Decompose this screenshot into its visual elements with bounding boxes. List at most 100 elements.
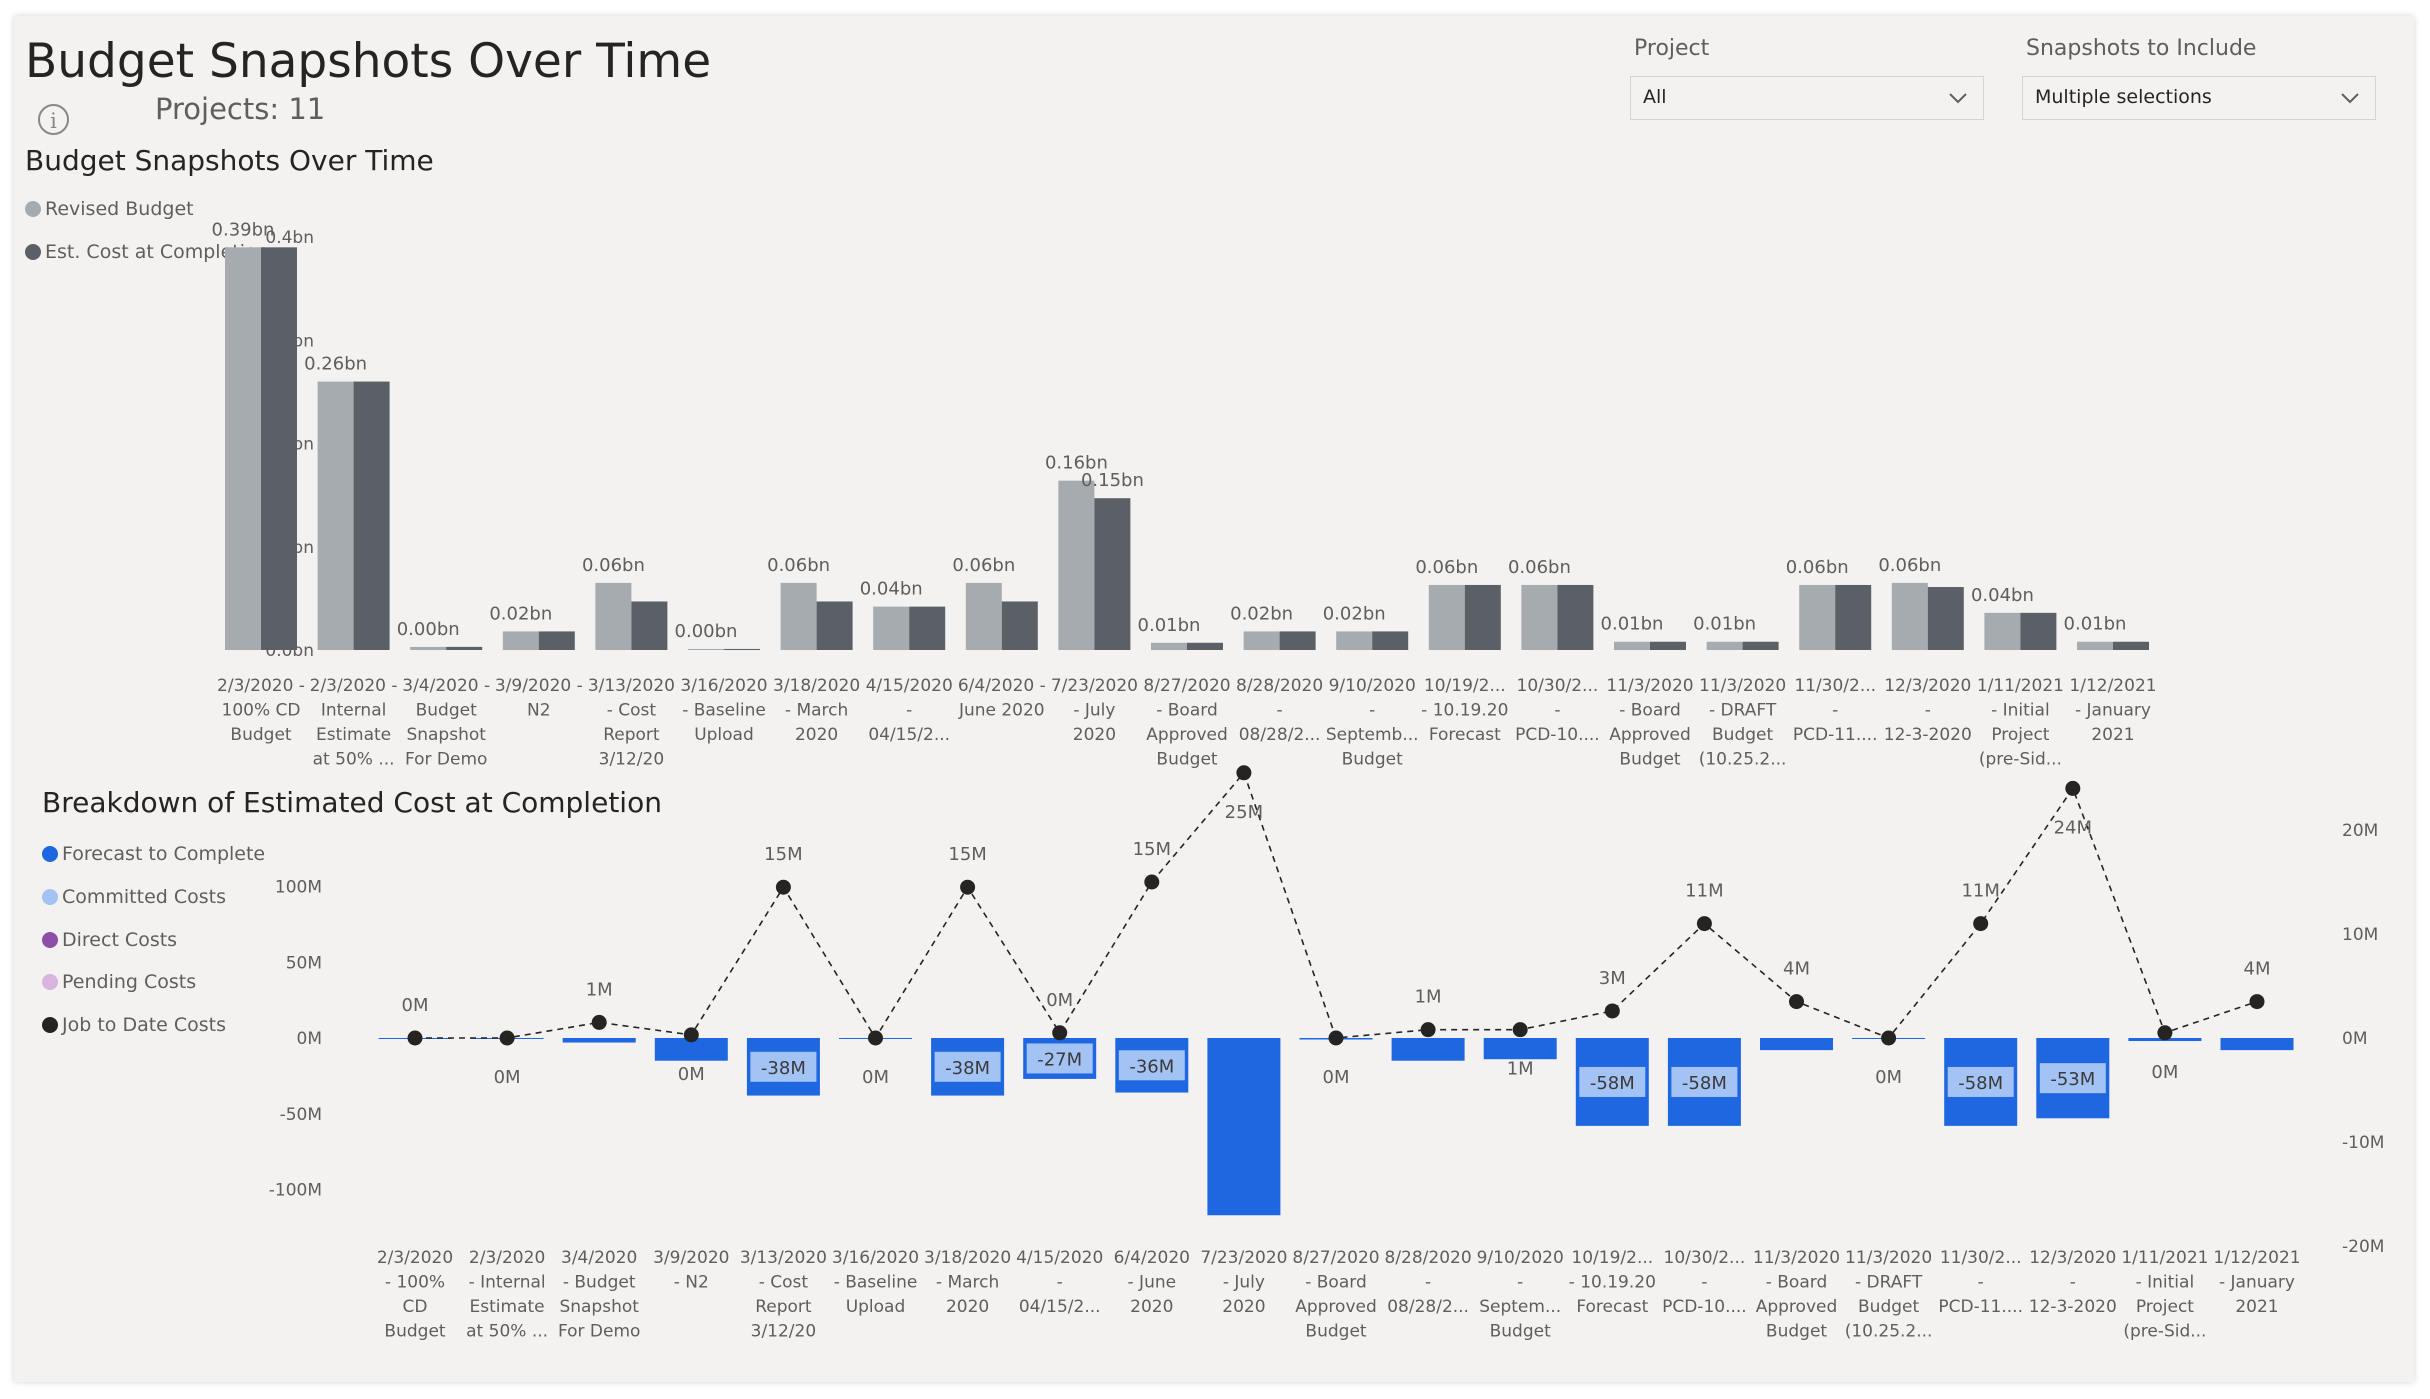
x-tick-label: 2020 [1130, 1297, 1173, 1317]
point-job-to-date [2249, 994, 2265, 1010]
x-tick-label: PCD-10.... [1662, 1297, 1747, 1317]
point-job-to-date [1236, 765, 1252, 781]
legend-forecast[interactable]: Forecast to Complete [42, 843, 265, 865]
x-tick-label: - Budget [563, 1273, 636, 1293]
x-tick-label: 11/30/2... [1794, 676, 1876, 696]
x-tick-label: - July [1073, 701, 1115, 721]
x-tick-label: June 2020 [958, 701, 1045, 721]
x-tick-label: Budget [1490, 1322, 1551, 1342]
data-label: 0.02bn [1230, 603, 1293, 624]
bar-value-label: -36M [1129, 1056, 1174, 1077]
legend-est-cost[interactable]: Est. Cost at Completion [25, 241, 269, 263]
data-label: 0.01bn [1601, 614, 1664, 635]
legend-committed[interactable]: Committed Costs [42, 886, 226, 908]
bar-value-label: -58M [1590, 1073, 1635, 1094]
x-tick-label: 3/13/2020 [588, 676, 675, 696]
project-filter-dropdown[interactable]: All [1630, 76, 1984, 120]
bar-est-cost [1372, 631, 1409, 650]
bar-est-cost [1187, 642, 1223, 650]
snapshots-filter-dropdown[interactable]: Multiple selections [2022, 76, 2376, 120]
y-left-tick-label: 0M [297, 1029, 322, 1049]
bar-est-cost [353, 381, 390, 650]
legend-revised-budget[interactable]: Revised Budget [25, 198, 194, 220]
line-value-label: 0M [678, 1064, 705, 1085]
x-tick-label: - Baseline [682, 701, 766, 721]
x-tick-label: 12-3-2020 [1884, 725, 1972, 745]
x-tick-label: Report [755, 1297, 812, 1317]
bar-est-cost [1464, 584, 1501, 650]
line-value-label: 1M [1507, 1059, 1534, 1080]
point-job-to-date [499, 1030, 515, 1046]
point-job-to-date [2157, 1025, 2173, 1041]
data-label: 0.00bn [675, 621, 738, 642]
x-tick-label: - Cost [759, 1273, 809, 1293]
x-tick-label: 7/23/2020 [1051, 676, 1138, 696]
line-value-label: 0M [402, 995, 429, 1016]
line-value-label: 15M [764, 844, 802, 865]
line-value-label: 4M [1783, 959, 1810, 980]
x-tick-label: - January [2219, 1273, 2295, 1293]
bar-est-cost [909, 606, 946, 650]
chart2-title: Breakdown of Estimated Cost at Completio… [42, 786, 662, 819]
x-tick-label: 3/18/2020 [924, 1248, 1011, 1268]
x-tick-label: - Initial [1991, 701, 2050, 721]
x-tick-label: Snapshot [406, 725, 486, 745]
x-tick-label: 4/15/2020 [866, 676, 953, 696]
data-label: 0.06bn [1786, 557, 1849, 578]
legend-job-to-date[interactable]: Job to Date Costs [42, 1014, 226, 1036]
x-tick-label: 9/10/2020 [1477, 1248, 1564, 1268]
info-icon[interactable]: i [38, 104, 69, 135]
bar-revised-budget [1428, 584, 1465, 650]
x-tick-label: Budget [1305, 1322, 1366, 1342]
x-tick-label: - March [785, 701, 848, 721]
x-tick-label: 1/12/2021 [2069, 676, 2156, 696]
x-tick-label: at 50% ... [313, 750, 395, 770]
y-right-tick-label: 10M [2342, 925, 2378, 945]
point-job-to-date [2065, 780, 2081, 796]
x-tick-label: 11/3/2020 [1699, 676, 1786, 696]
bar-revised-budget [1151, 642, 1187, 650]
chevron-down-icon [2341, 93, 2359, 104]
x-tick-label: - [1369, 701, 1375, 721]
x-tick-label: 6/4/2020 [1114, 1248, 1190, 1268]
bar-forecast-to-complete [1207, 1038, 1281, 1216]
bar-revised-budget [1891, 582, 1928, 650]
legend-pending[interactable]: Pending Costs [42, 971, 196, 993]
data-label: 0.00bn [397, 619, 460, 640]
x-tick-label: Approved [1295, 1297, 1377, 1317]
legend-direct[interactable]: Direct Costs [42, 929, 177, 951]
bar-revised-budget [873, 606, 910, 650]
x-tick-label: 8/28/2020 [1385, 1248, 1472, 1268]
x-tick-label: Septemb... [1326, 725, 1419, 745]
bar-label-bg [2039, 1063, 2106, 1094]
x-tick-label: 3/9/2020 - [495, 676, 583, 696]
legend-swatch [42, 889, 58, 905]
x-tick-label: 8/27/2020 [1292, 1248, 1379, 1268]
bar-revised-budget [1799, 584, 1836, 650]
x-tick-label: (10.25.2... [1845, 1322, 1933, 1342]
x-tick-label: - Board [1619, 701, 1681, 721]
x-tick-label: (pre-Sid... [1979, 750, 2062, 770]
x-tick-label: For Demo [405, 750, 487, 770]
bar-est-cost [1742, 641, 1779, 650]
projects-count: Projects: 11 [155, 92, 326, 126]
x-tick-label: - Initial [2136, 1273, 2195, 1293]
x-tick-label: - March [936, 1273, 999, 1293]
line-value-label: 3M [1599, 968, 1626, 989]
legend-swatch [25, 244, 41, 260]
x-tick-label: - [1057, 1273, 1063, 1293]
line-value-label: 0M [1046, 990, 1073, 1011]
line-value-label: 1M [1415, 987, 1442, 1008]
point-job-to-date [1144, 874, 1160, 890]
x-tick-label: - Internal [469, 1273, 546, 1293]
line-value-label: 0M [2151, 1062, 2178, 1083]
project-filter-value: All [1643, 86, 1667, 108]
line-value-label: 11M [1961, 881, 1999, 902]
bar-est-cost [261, 247, 297, 650]
x-tick-label: PCD-11.... [1938, 1297, 2023, 1317]
bar-est-cost [2113, 641, 2149, 650]
snapshots-filter-value: Multiple selections [2035, 86, 2212, 108]
x-tick-label: - [1425, 1273, 1431, 1293]
line-value-label: 11M [1685, 881, 1723, 902]
